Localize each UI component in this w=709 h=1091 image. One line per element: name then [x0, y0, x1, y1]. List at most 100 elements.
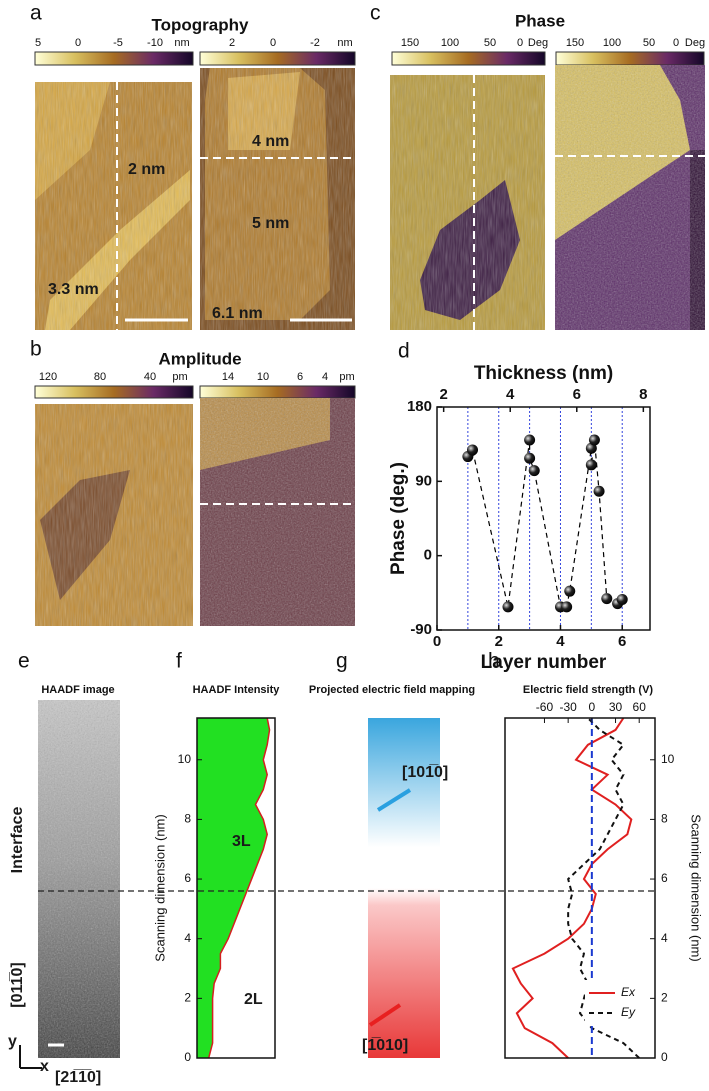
colorbar-unit: pm [339, 371, 354, 383]
data-point [524, 453, 535, 464]
afm-texture [200, 398, 355, 626]
y-tick-label: 0 [184, 1050, 191, 1064]
colorbar-tick: 40 [144, 371, 156, 383]
panel-title: Phase [515, 11, 565, 30]
annotation: 4 nm [252, 133, 289, 150]
panel-label: h [488, 650, 500, 673]
legend-label: Ex [621, 985, 636, 999]
colorbar-tick: 80 [94, 371, 106, 383]
panel-label: a [30, 2, 42, 25]
y-tick-label: 0 [424, 547, 432, 564]
afm-texture [200, 68, 355, 330]
colorbar-unit: Deg [528, 37, 548, 49]
legend-box [585, 980, 649, 1026]
afm-texture [35, 404, 193, 626]
x2-axis-label: Thickness (nm) [474, 363, 613, 384]
x-tick-label: 0 [433, 633, 441, 650]
annotation: 3L [232, 833, 251, 850]
panel-label: g [336, 650, 348, 673]
y-axis-label: Scanning dimension (nm) [152, 814, 167, 961]
panel-label: e [18, 650, 30, 673]
annotation: 6.1 nm [212, 305, 263, 322]
panel-label: d [398, 340, 410, 363]
panel-title: HAADF image [41, 684, 114, 696]
x-tick-label: -60 [536, 700, 554, 714]
x-tick-label: -30 [559, 700, 577, 714]
panel-title: Amplitude [158, 349, 241, 368]
haadf-texture [38, 700, 120, 1058]
colorbar-tick: 150 [566, 37, 584, 49]
colorbar-unit: Deg [685, 37, 705, 49]
annotation: [101̅0] [402, 763, 448, 781]
colorbar-tick: 10 [257, 371, 269, 383]
y-tick-label: 4 [184, 931, 191, 945]
legend-label: Ey [621, 1005, 636, 1019]
chart-title: HAADF Intensity [193, 684, 281, 696]
colorbar-tick: 100 [603, 37, 621, 49]
x-tick-label: 60 [633, 700, 647, 714]
data-point [586, 459, 597, 470]
y-tick-label: 4 [661, 931, 668, 945]
annotation: [21̅1̅0] [55, 1068, 101, 1086]
data-point [601, 593, 612, 604]
panel-title: Projected electric field mapping [309, 684, 475, 696]
colorbar-tick: 0 [673, 37, 679, 49]
colorbar [35, 52, 193, 65]
y-tick-label: 8 [184, 812, 191, 826]
y-tick-label: 8 [661, 812, 668, 826]
y-axis-label: Scanning dimension (nm) [689, 814, 704, 961]
x2-tick-label: 8 [639, 386, 647, 403]
colorbar-tick: -2 [310, 37, 320, 49]
y-tick-label: 10 [661, 752, 675, 766]
colorbar-tick: -5 [113, 37, 123, 49]
y-tick-label: 10 [178, 752, 192, 766]
panel-a: a Topography 5 0 -5 -10 nm 2 0 -2 nm 2 n… [30, 2, 355, 330]
colorbar-unit: nm [337, 37, 352, 49]
x-tick-label: 30 [609, 700, 623, 714]
chart-title: Electric field strength (V) [523, 684, 654, 696]
data-point [594, 486, 605, 497]
y-tick-label: -90 [410, 621, 432, 638]
data-point [564, 586, 575, 597]
data-point [617, 594, 628, 605]
colorbar-tick: 14 [222, 371, 234, 383]
colorbar-tick: 150 [401, 37, 419, 49]
annotation: 2 nm [128, 161, 165, 178]
colorbar-tick: 50 [643, 37, 655, 49]
panel-c: c Phase 150 100 50 0 Deg 150 100 50 0 De… [370, 2, 705, 330]
data-point [467, 444, 478, 455]
annotation: y [8, 1033, 17, 1050]
annotation: 2L [244, 991, 263, 1008]
data-point [503, 601, 514, 612]
colorbar [200, 386, 355, 398]
y-tick-label: 2 [661, 991, 668, 1005]
colorbar-tick: 0 [270, 37, 276, 49]
colorbar [35, 386, 193, 398]
data-point [524, 435, 535, 446]
colorbar-tick: 6 [297, 371, 303, 383]
colorbar-tick: -10 [147, 37, 163, 49]
colorbar [392, 52, 545, 65]
annotation: 3.3 nm [48, 281, 99, 298]
annotation: x [40, 1058, 49, 1075]
panel-label: b [30, 338, 42, 361]
colorbar-tick: 100 [441, 37, 459, 49]
x-tick-label: 2 [495, 633, 503, 650]
colorbar-tick: 2 [229, 37, 235, 49]
y-tick-label: 90 [415, 472, 432, 489]
data-line [468, 440, 622, 607]
annotation: [1̅010] [362, 1036, 408, 1054]
annotation: [011̅0] [8, 962, 26, 1007]
colorbar-tick: 0 [75, 37, 81, 49]
colorbar-unit: pm [172, 371, 187, 383]
x-tick-label: 4 [556, 633, 565, 650]
colorbar-tick: 0 [517, 37, 523, 49]
panel-title: Topography [152, 15, 249, 34]
panel-b: b Amplitude 120 80 40 pm 14 10 6 4 pm [30, 338, 355, 626]
panel-e: e HAADF image Interface [011̅0] y x [21̅… [8, 650, 120, 1087]
data-point [529, 465, 540, 476]
y-tick-label: 180 [407, 398, 432, 415]
y-tick-label: 6 [184, 871, 191, 885]
afm-texture [555, 65, 705, 330]
colorbar-tick: 50 [484, 37, 496, 49]
